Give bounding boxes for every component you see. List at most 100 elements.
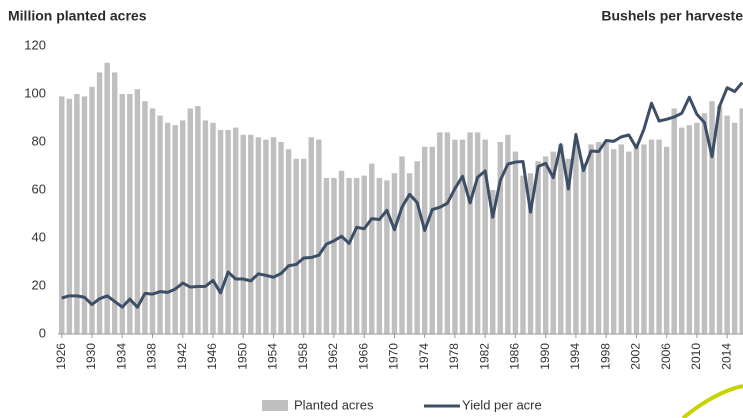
bar [376, 178, 383, 334]
bar [558, 144, 564, 334]
x-tick-label: 1938 [145, 343, 159, 370]
bar [437, 132, 443, 334]
decoration [681, 384, 743, 418]
bar [202, 120, 209, 335]
bar [626, 151, 632, 334]
bar [353, 178, 360, 334]
bar [338, 170, 345, 334]
bar [444, 132, 451, 334]
bar [187, 108, 194, 335]
bar [588, 144, 594, 334]
bar [580, 163, 587, 334]
bar [490, 190, 496, 334]
bar [210, 122, 216, 334]
bar [641, 144, 647, 334]
bar [278, 142, 284, 334]
x-tick-label: 1950 [235, 343, 249, 370]
bar [323, 178, 330, 334]
x-tick-label: 1986 [508, 343, 522, 370]
bar [127, 94, 133, 334]
bar [225, 130, 231, 334]
bar [663, 146, 670, 334]
y-tick-label: 20 [32, 277, 46, 292]
bar [671, 108, 677, 335]
bar [648, 139, 655, 334]
bar [550, 151, 556, 334]
x-tick-label: 1998 [598, 343, 612, 370]
bar [701, 113, 708, 334]
x-tick-label: 1978 [447, 343, 461, 370]
x-tick-label: 1974 [417, 343, 431, 370]
bar [527, 173, 534, 334]
bar [74, 94, 80, 334]
x-tick-label: 1966 [356, 343, 370, 370]
x-tick-label: 1930 [84, 343, 98, 370]
bar [96, 72, 103, 335]
bar [331, 178, 337, 334]
bar [308, 137, 315, 334]
y-axis-title: Million planted acres [8, 8, 147, 24]
bar [248, 134, 254, 334]
y-tick-label: 100 [24, 85, 46, 100]
bar [66, 98, 73, 334]
x-tick-label: 1934 [114, 343, 128, 370]
bar [104, 62, 110, 335]
bar [89, 86, 95, 334]
bar [595, 142, 602, 334]
bar [157, 115, 163, 334]
y-tick-label: 40 [32, 229, 46, 244]
bar [195, 106, 201, 334]
bar [573, 144, 579, 334]
bar [716, 106, 723, 334]
bar [497, 142, 504, 334]
bar [429, 146, 435, 334]
bar [603, 142, 609, 334]
bar [180, 120, 186, 335]
bar [255, 137, 262, 334]
bar [482, 139, 488, 334]
bar [512, 151, 519, 334]
bar [59, 96, 65, 335]
x-tick-label: 2010 [689, 343, 703, 370]
x-tick-label: 2014 [719, 343, 733, 370]
x-tick-label: 1994 [568, 343, 582, 370]
x-tick-label: 1962 [326, 343, 340, 370]
y-tick-label: 60 [32, 181, 46, 196]
bar [142, 101, 148, 334]
bar [686, 125, 693, 334]
bar [731, 122, 738, 334]
bar [709, 101, 715, 334]
x-tick-label: 1942 [175, 343, 189, 370]
x-tick-label: 1926 [54, 343, 68, 370]
bar [164, 122, 171, 334]
bar [421, 146, 428, 334]
bar [633, 144, 640, 334]
bar [406, 173, 413, 334]
bar [679, 127, 685, 334]
bar [81, 96, 88, 335]
bar [111, 72, 118, 335]
bar [452, 139, 458, 334]
x-tick-label: 1946 [205, 343, 219, 370]
line [61, 81, 743, 309]
bar [399, 156, 405, 334]
bar [240, 134, 246, 334]
bar [459, 139, 466, 334]
bar [134, 89, 141, 334]
bar [119, 94, 125, 334]
bar [301, 158, 307, 334]
bar [172, 125, 178, 334]
legend-label: Yield per acre [462, 397, 542, 412]
bar [384, 180, 390, 334]
bar [724, 115, 730, 334]
x-tick-label: 1954 [266, 343, 280, 370]
bar [565, 158, 572, 334]
x-tick-label: 1982 [477, 343, 491, 370]
legend-swatch [262, 400, 288, 411]
bar [467, 132, 473, 334]
x-tick-label: 1958 [296, 343, 310, 370]
bar [739, 108, 743, 335]
bar [520, 175, 526, 334]
bar [391, 173, 398, 334]
y-tick-label: 120 [24, 37, 46, 52]
